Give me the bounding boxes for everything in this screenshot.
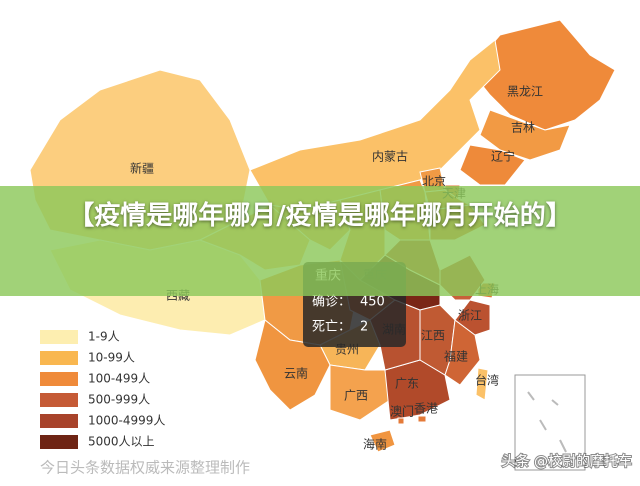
title-banner <box>0 186 640 296</box>
province-label: 澳门 <box>390 404 414 419</box>
legend-swatch <box>40 351 78 365</box>
province <box>459 144 526 186</box>
province <box>369 429 396 453</box>
legend-swatch <box>40 330 78 344</box>
province-label: 香港 <box>414 402 438 416</box>
province <box>397 417 405 425</box>
province-label: 广东 <box>395 377 419 391</box>
tooltip-value: 2 <box>360 320 368 335</box>
legend-label: 500-999人 <box>88 393 150 407</box>
province-label: 吉林 <box>511 121 535 135</box>
inset-islands <box>527 391 567 453</box>
province-label: 江西 <box>421 329 445 343</box>
legend-swatch <box>40 393 78 407</box>
province <box>469 19 616 131</box>
legend-label: 1-9人 <box>88 330 120 344</box>
province <box>254 319 331 411</box>
province-label: 台湾 <box>475 373 499 388</box>
legend-swatch <box>40 372 78 386</box>
legend-label: 1000-4999人 <box>88 414 165 428</box>
province <box>454 299 491 336</box>
province-label: 内蒙古 <box>372 149 408 164</box>
province-label: 黑龙江 <box>507 85 543 99</box>
source-note: 今日头条数据权威来源整理制作 <box>40 459 250 477</box>
legend-swatch <box>40 414 78 428</box>
province-label: 云南 <box>284 366 308 381</box>
watermark: 头条 @校尉的摩托车 <box>502 453 632 470</box>
tooltip-label: 确诊： <box>312 295 351 310</box>
legend-label: 100-499人 <box>88 372 150 386</box>
province-label: 福建 <box>444 349 468 364</box>
title-holder: 【疫情是哪年哪月/疫情是哪年哪月开始的】 <box>68 201 572 231</box>
province <box>479 109 571 161</box>
tooltip-label: 死亡： <box>312 320 351 335</box>
legend-label: 10-99人 <box>88 351 135 365</box>
legend-swatch <box>40 435 78 449</box>
south-sea-inset <box>514 374 586 471</box>
province-label: 广西 <box>344 389 368 403</box>
province-label: 辽宁 <box>491 149 515 164</box>
province <box>475 367 489 401</box>
tooltip-value: 450 <box>360 295 385 310</box>
province-label: 海南 <box>363 437 387 452</box>
province <box>417 415 427 423</box>
province-label: 北京 <box>422 175 446 189</box>
title: 【疫情是哪年哪月/疫情是哪年哪月开始的】 <box>68 201 572 231</box>
province-label: 新疆 <box>130 161 154 176</box>
legend-label: 5000人以上 <box>88 435 155 449</box>
province-label: 浙江 <box>458 309 482 323</box>
legend: 1-9人 10-99人 100-499人 500-999人 1000-4999人 5000… <box>40 330 165 449</box>
